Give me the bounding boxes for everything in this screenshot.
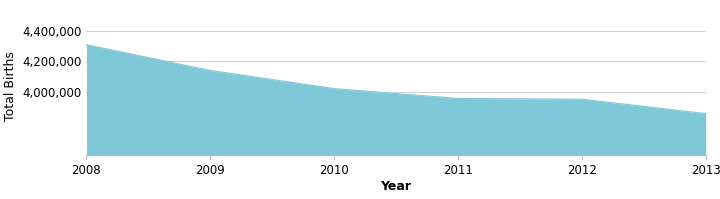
X-axis label: Year: Year	[380, 180, 412, 193]
Y-axis label: Total Births: Total Births	[4, 51, 17, 121]
